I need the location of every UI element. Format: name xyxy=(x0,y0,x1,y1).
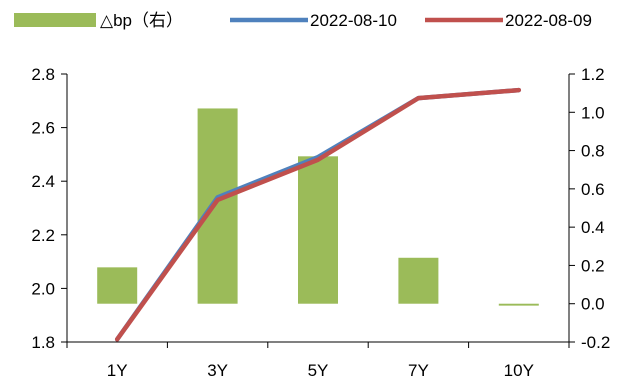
right-tick-label: 0.2 xyxy=(581,256,605,275)
left-tick-label: 1.8 xyxy=(31,333,55,352)
right-tick-label: 0.8 xyxy=(581,142,605,161)
x-tick-label: 10Y xyxy=(504,361,534,380)
x-tick-label: 5Y xyxy=(308,361,329,380)
left-tick-label: 2.2 xyxy=(31,226,55,245)
bar-10Y xyxy=(498,303,539,306)
legend-label-bar: △bp（右） xyxy=(100,11,183,30)
left-tick-label: 2.4 xyxy=(31,172,55,191)
bar-3Y xyxy=(197,108,238,304)
legend: △bp（右） 2022-08-10 2022-08-09 xyxy=(14,11,592,30)
bar-1Y xyxy=(97,267,138,304)
bar-series xyxy=(97,108,539,306)
legend-label-2022-08-09: 2022-08-09 xyxy=(505,11,592,30)
x-tick-label: 3Y xyxy=(207,361,228,380)
x-tick-label: 7Y xyxy=(408,361,429,380)
left-tick-label: 2.8 xyxy=(31,65,55,84)
right-tick-label: 1.2 xyxy=(581,65,605,84)
left-tick-label: 2.6 xyxy=(31,119,55,138)
right-tick-label: 0.6 xyxy=(581,180,605,199)
axes: 1.8 2.0 2.2 2.4 2.6 2.8 -0.2 0.0 0.2 0.4 0.6 0.8 1.0… xyxy=(31,65,610,380)
line-series xyxy=(114,87,522,342)
bar-7Y xyxy=(398,257,439,304)
line-2022-08-09 xyxy=(114,87,522,342)
right-tick-label: 1.0 xyxy=(581,103,605,122)
right-tick-label: 0.4 xyxy=(581,218,605,237)
right-tick-label: 0.0 xyxy=(581,295,605,314)
left-tick-label: 2.0 xyxy=(31,279,55,298)
x-tick-label: 1Y xyxy=(107,361,128,380)
bar-5Y xyxy=(298,156,338,304)
legend-swatch-bar xyxy=(14,13,96,27)
right-tick-label: -0.2 xyxy=(581,333,610,352)
legend-label-2022-08-10: 2022-08-10 xyxy=(310,11,397,30)
